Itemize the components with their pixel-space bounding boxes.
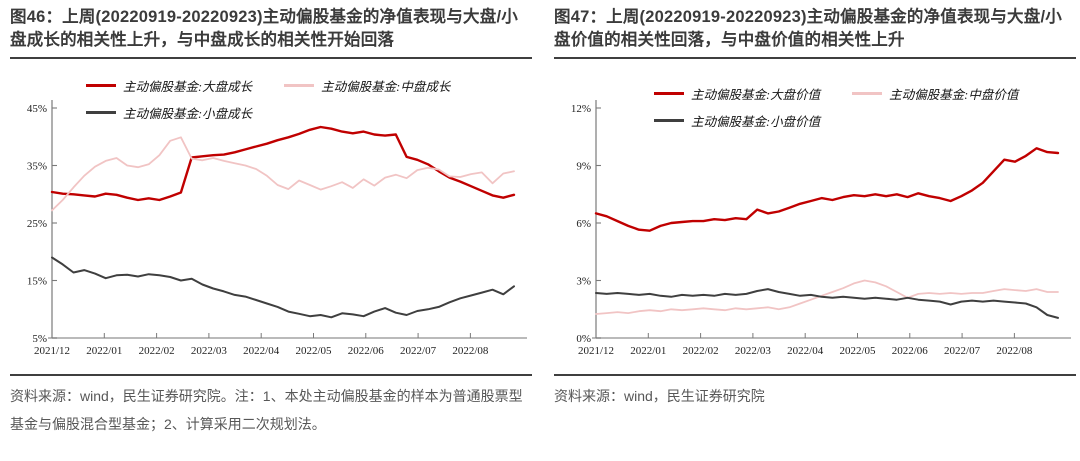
legend-item-large-cap-value: 主动偏股基金:大盘价值 (654, 84, 820, 103)
y-tick-label: 0% (576, 333, 591, 345)
figure-47-column: 图47：上周(20220919-20220923)主动偏股基金的净值表现与大盘/… (554, 6, 1076, 438)
legend-row: 主动偏股基金:小盘成长 (86, 103, 450, 122)
x-tick-label: 2022/03 (191, 345, 228, 357)
legend-item-mid-cap-value: 主动偏股基金:中盘价值 (852, 84, 1018, 103)
legend-item-small-cap-value: 主动偏股基金:小盘价值 (654, 111, 820, 130)
y-tick-label: 3% (576, 276, 591, 288)
legend-label: 主动偏股基金:大盘成长 (123, 80, 253, 94)
figure-47-title: 图47：上周(20220919-20220923)主动偏股基金的净值表现与大盘/… (554, 6, 1076, 59)
y-tick-label: 25% (27, 218, 47, 230)
source-divider (554, 374, 1076, 376)
y-tick-label: 6% (576, 218, 591, 230)
x-tick-label: 2022/06 (348, 345, 385, 357)
figure-46-title: 图46：上周(20220919-20220923)主动偏股基金的净值表现与大盘/… (10, 6, 532, 59)
series-line-主动偏股基金:中盘成长 (51, 136, 515, 212)
x-tick-label: 2022/01 (630, 345, 666, 357)
legend-item-small-cap-growth: 主动偏股基金:小盘成长 (86, 103, 252, 122)
legend-label: 主动偏股基金:小盘价值 (691, 115, 821, 129)
x-tick-label: 2022/05 (295, 345, 332, 357)
y-tick-label: 15% (27, 276, 47, 288)
series-line-主动偏股基金:大盘价值 (594, 147, 1060, 232)
legend-row: 主动偏股基金:小盘价值 (654, 111, 1018, 130)
figure-47-legend: 主动偏股基金:大盘价值 主动偏股基金:中盘价值 主动偏股基金:小盘价值 (654, 84, 1018, 130)
dark-line-marker-icon (654, 119, 684, 122)
x-tick-label: 2022/02 (683, 345, 719, 357)
series-line-主动偏股基金:中盘价值 (595, 279, 1059, 315)
y-tick-label: 12% (571, 103, 591, 115)
x-tick-label: 2021/12 (34, 345, 70, 357)
x-tick-label: 2022/05 (839, 345, 876, 357)
correlation-chart-value: 12% 9% 6% 3% 0%2021/12 2022/01 2022/02 2022/03 2… (571, 100, 1071, 357)
legend-label: 主动偏股基金:大盘价值 (691, 88, 821, 102)
legend-item-large-cap-growth: 主动偏股基金:大盘成长 (86, 76, 252, 95)
x-tick-label: 2022/08 (452, 345, 489, 357)
red-line-marker-icon (86, 84, 116, 87)
figure-46-source-note: 资料来源：wind，民生证券研究院。注：1、本处主动偏股基金的样本为普通股票型基… (10, 388, 523, 432)
x-tick-label: 2022/04 (243, 345, 280, 357)
x-tick-label: 2021/12 (578, 345, 614, 357)
figure-46-legend: 主动偏股基金:大盘成长 主动偏股基金:中盘成长 主动偏股基金:小盘成长 (86, 76, 450, 122)
legend-label: 主动偏股基金:中盘价值 (889, 88, 1019, 102)
figure-46-chart-area: 主动偏股基金:大盘成长 主动偏股基金:中盘成长 主动偏股基金:小盘成长 45% 3… (10, 72, 532, 372)
x-tick-label: 2022/03 (735, 345, 772, 357)
x-tick-label: 2022/01 (86, 345, 122, 357)
pink-line-marker-icon (852, 92, 883, 95)
red-line-marker-icon (654, 92, 684, 95)
legend-label: 主动偏股基金:小盘成长 (123, 107, 253, 121)
pink-line-marker-icon (284, 84, 315, 87)
figure-47-chart-area: 主动偏股基金:大盘价值 主动偏股基金:中盘价值 主动偏股基金:小盘价值 12% 9… (554, 72, 1076, 372)
x-tick-label: 2022/02 (139, 345, 175, 357)
series-line-主动偏股基金:小盘成长 (51, 256, 515, 319)
source-divider (10, 374, 532, 376)
x-tick-label: 2022/04 (787, 345, 824, 357)
correlation-chart-growth: 45% 35% 25% 15% 5%2021/12 2022/01 2022/02 2022/… (27, 100, 527, 357)
x-tick-label: 2022/06 (892, 345, 929, 357)
y-tick-label: 5% (32, 333, 47, 345)
legend-row: 主动偏股基金:大盘价值 主动偏股基金:中盘价值 (654, 84, 1018, 103)
x-tick-label: 2022/07 (400, 345, 437, 357)
legend-item-mid-cap-growth: 主动偏股基金:中盘成长 (284, 76, 450, 95)
figure-47-source-note: 资料来源：wind，民生证券研究院 (554, 388, 765, 404)
y-tick-label: 45% (27, 103, 47, 115)
series-line-主动偏股基金:大盘成长 (50, 125, 516, 202)
y-tick-label: 9% (576, 161, 591, 173)
y-tick-label: 35% (27, 161, 47, 173)
x-tick-label: 2022/07 (944, 345, 981, 357)
report-figures-row: 图46：上周(20220919-20220923)主动偏股基金的净值表现与大盘/… (10, 6, 1076, 438)
series-line-主动偏股基金:小盘价值 (595, 288, 1059, 319)
figure-46-column: 图46：上周(20220919-20220923)主动偏股基金的净值表现与大盘/… (10, 6, 532, 438)
legend-label: 主动偏股基金:中盘成长 (321, 80, 451, 94)
legend-row: 主动偏股基金:大盘成长 主动偏股基金:中盘成长 (86, 76, 450, 95)
dark-line-marker-icon (86, 111, 116, 114)
x-tick-label: 2022/08 (996, 345, 1033, 357)
